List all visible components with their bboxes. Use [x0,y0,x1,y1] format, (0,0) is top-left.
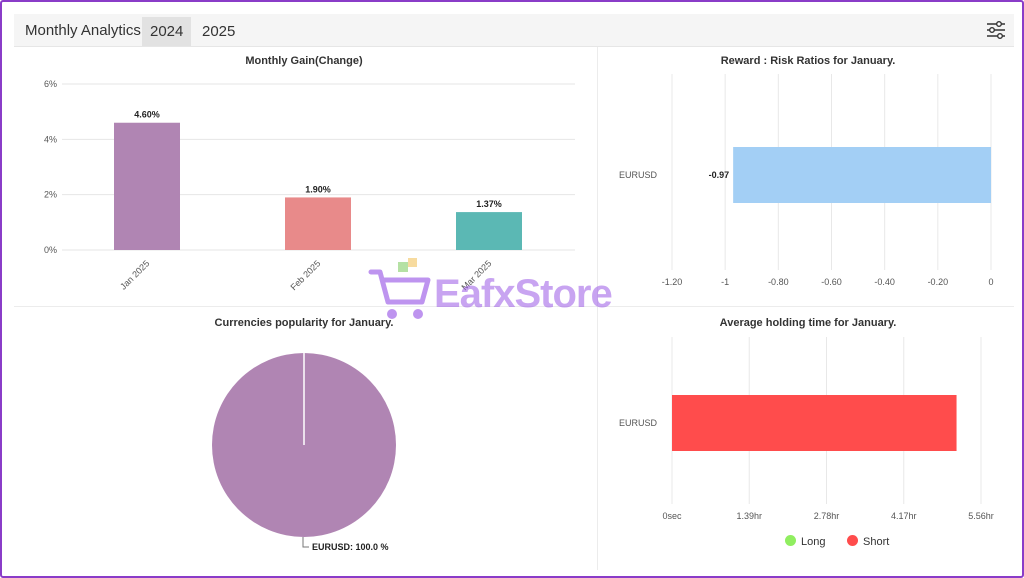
y-tick-label: 2% [44,190,57,200]
monthly-gain-title: Monthly Gain(Change) [245,55,363,67]
x-tick-label: 0 [988,277,993,287]
monthly-gain-chart: Monthly Gain(Change) 0% 2% 4% 6% 4.60% Jan 2… [44,55,575,292]
legend-label-long: Long [801,536,826,548]
tab-2025[interactable]: 2025 [202,23,236,40]
legend-dot-long [785,535,796,546]
y-tick-label: EURUSD [619,418,658,428]
currencies-title: Currencies popularity for January. [215,317,394,329]
data-label: -0.97 [709,170,730,180]
bar-mar-2025 [456,212,522,250]
data-label: 1.90% [305,184,331,194]
bar-short [672,395,957,451]
data-label: 4.60% [134,110,160,120]
x-tick-label: -0.40 [874,277,895,287]
x-tick-label: Jan 2025 [118,258,151,291]
sliders-icon[interactable] [985,19,1007,41]
bar-jan-2025 [114,122,180,250]
watermark-logo: EafxStore [368,258,668,328]
legend-dot-short [847,535,858,546]
panel-divider-vertical [597,47,598,570]
currencies-pie-chart: Currencies popularity for January. EURUS… [212,317,396,552]
bar-eurusd [733,147,991,203]
y-tick-label: 6% [44,79,57,89]
analytics-header: Monthly Analytics 2024 2025 [14,14,1014,47]
holding-time-title: Average holding time for January. [720,317,897,329]
x-tick-label: Feb 2025 [288,258,322,292]
y-tick-label: 4% [44,134,57,144]
x-tick-label: -0.80 [768,277,789,287]
data-label: 1.37% [476,199,502,209]
x-tick-label: 2.78hr [814,511,840,521]
shopping-cart-icon [368,258,431,319]
page-title: Monthly Analytics [25,22,141,39]
tab-2024[interactable]: 2024 [142,17,191,46]
legend-item-long[interactable]: Long [785,535,825,548]
legend-label-short: Short [863,536,890,548]
watermark-text: EafxStore [434,272,613,316]
x-tick-label: 1.39hr [736,511,762,521]
pie-label-leader [302,537,309,548]
x-tick-label: -1.20 [662,277,683,287]
y-tick-label: EURUSD [619,170,658,180]
pie-slice-label: EURUSD: 100.0 % [312,542,389,552]
x-tick-label: -1 [721,277,729,287]
y-tick-label: 0% [44,245,57,255]
legend-item-short[interactable]: Short [847,535,889,548]
x-tick-label: 4.17hr [891,511,917,521]
x-tick-label: -0.20 [928,277,949,287]
reward-risk-title: Reward : Risk Ratios for January. [721,55,896,67]
holding-time-chart: Average holding time for January. 0sec 1.… [619,317,994,521]
x-tick-label: 5.56hr [968,511,994,521]
reward-risk-chart: Reward : Risk Ratios for January. -1.20 -… [619,55,994,287]
x-tick-label: 0sec [662,511,682,521]
panel-divider-horizontal [14,306,1014,307]
bar-feb-2025 [285,197,351,250]
x-tick-label: -0.60 [821,277,842,287]
